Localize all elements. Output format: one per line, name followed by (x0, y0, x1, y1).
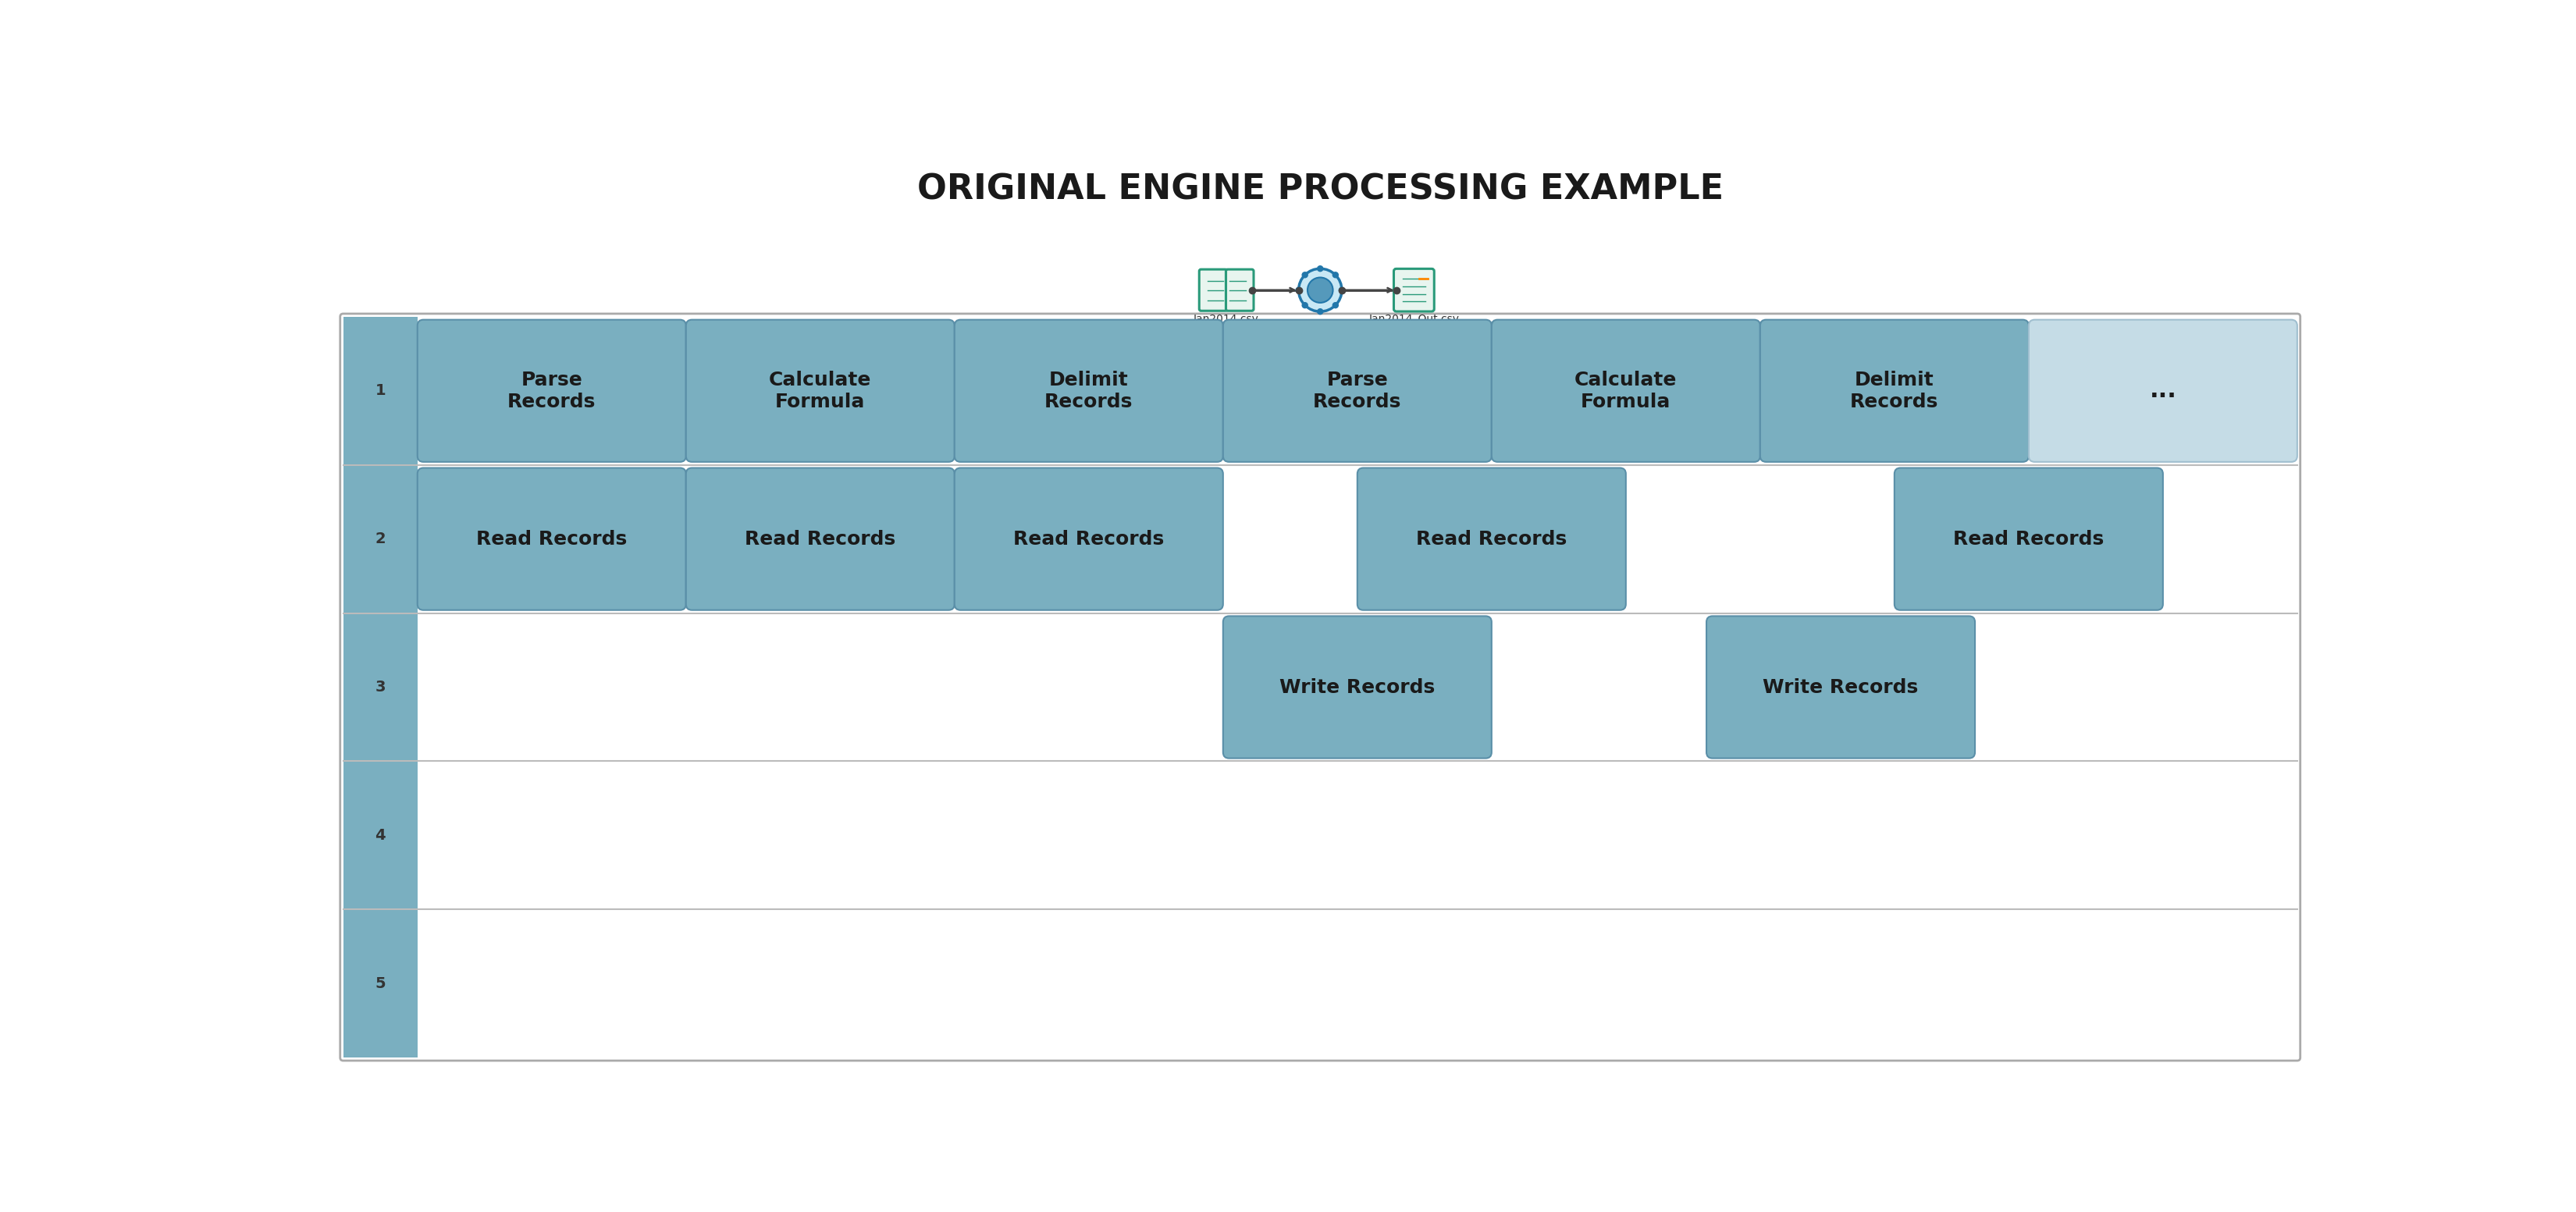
FancyBboxPatch shape (956, 468, 1224, 610)
Text: Read Records: Read Records (1417, 530, 1566, 548)
Text: ORIGINAL ENGINE PROCESSING EXAMPLE: ORIGINAL ENGINE PROCESSING EXAMPLE (917, 172, 1723, 206)
FancyBboxPatch shape (340, 314, 2300, 1060)
FancyBboxPatch shape (1705, 616, 1976, 759)
Text: Jan2014.csv: Jan2014.csv (1193, 314, 1260, 325)
Circle shape (1309, 278, 1332, 303)
Text: Calculate
Formula: Calculate Formula (1574, 371, 1677, 411)
Circle shape (1332, 271, 1340, 279)
Circle shape (1340, 287, 1345, 293)
FancyBboxPatch shape (1358, 468, 1625, 610)
FancyBboxPatch shape (685, 468, 956, 610)
Text: Jan2014_Out.csv: Jan2014_Out.csv (1368, 314, 1458, 325)
Text: Delimit
Records: Delimit Records (1043, 371, 1133, 411)
Text: Write Records: Write Records (1280, 678, 1435, 697)
FancyBboxPatch shape (1893, 468, 2164, 610)
FancyBboxPatch shape (1224, 616, 1492, 759)
Text: 1: 1 (376, 383, 386, 399)
Text: ...: ... (2148, 379, 2177, 402)
Circle shape (1316, 308, 1324, 315)
Circle shape (1301, 302, 1309, 309)
FancyBboxPatch shape (1759, 320, 2030, 462)
FancyBboxPatch shape (685, 320, 956, 462)
Text: Parse
Records: Parse Records (507, 371, 595, 411)
FancyBboxPatch shape (1224, 320, 1492, 462)
Text: 4: 4 (376, 828, 386, 842)
Text: Calculate
Formula: Calculate Formula (770, 371, 871, 411)
FancyBboxPatch shape (2030, 320, 2298, 462)
Text: 5: 5 (376, 976, 386, 991)
FancyBboxPatch shape (956, 320, 1224, 462)
FancyBboxPatch shape (417, 320, 685, 462)
Circle shape (1296, 287, 1301, 293)
FancyBboxPatch shape (417, 468, 685, 610)
Circle shape (1301, 271, 1309, 279)
FancyBboxPatch shape (1226, 269, 1255, 310)
Text: Parse
Records: Parse Records (1314, 371, 1401, 411)
FancyBboxPatch shape (1492, 320, 1759, 462)
Text: Read Records: Read Records (1953, 530, 2105, 548)
Circle shape (1298, 269, 1342, 311)
Text: Write Records: Write Records (1762, 678, 1919, 697)
FancyBboxPatch shape (1200, 269, 1226, 310)
Text: Read Records: Read Records (1012, 530, 1164, 548)
Text: 2: 2 (376, 532, 386, 547)
Bar (343, 316, 417, 1058)
Text: 3: 3 (376, 680, 386, 694)
Circle shape (1316, 265, 1324, 271)
Text: Delimit
Records: Delimit Records (1850, 371, 1940, 411)
Text: Read Records: Read Records (744, 530, 896, 548)
FancyBboxPatch shape (1394, 269, 1435, 311)
Circle shape (1332, 302, 1340, 309)
Text: Read Records: Read Records (477, 530, 626, 548)
